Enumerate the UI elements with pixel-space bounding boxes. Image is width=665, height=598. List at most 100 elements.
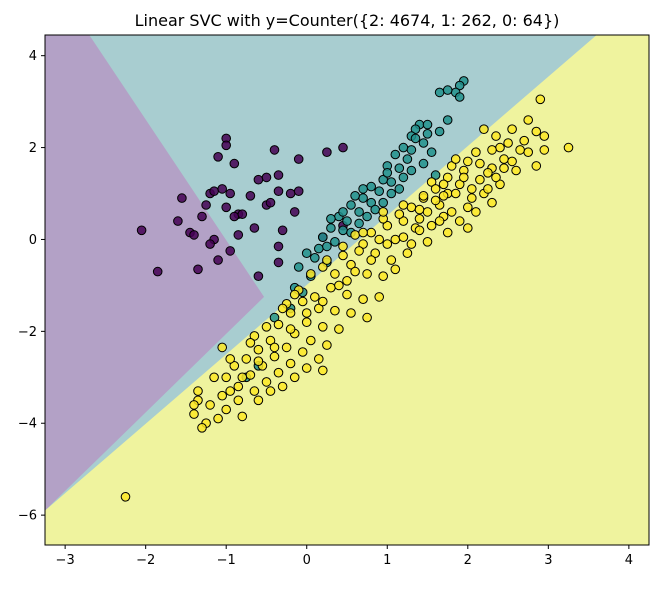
scatter-point: [350, 191, 360, 201]
scatter-point: [177, 193, 187, 203]
scatter-point: [487, 145, 497, 155]
scatter-point: [120, 492, 131, 502]
y-tick-label: 2: [29, 141, 37, 156]
scatter-point: [225, 246, 235, 256]
scatter-point: [173, 216, 183, 226]
scatter-point: [249, 223, 260, 233]
scatter-point: [394, 163, 405, 173]
scatter-point: [189, 409, 199, 419]
scatter-point: [358, 184, 368, 194]
scatter-point: [237, 209, 248, 219]
scatter-point: [394, 184, 405, 194]
y-tick-label: 4: [29, 49, 37, 64]
x-tick-label: 3: [544, 553, 552, 568]
scatter-point: [273, 170, 284, 180]
scatter-point: [205, 239, 215, 249]
scatter-point: [253, 271, 264, 282]
scatter-point: [450, 188, 461, 199]
scatter-point: [322, 255, 332, 265]
scatter-point: [225, 386, 235, 396]
scatter-point: [209, 186, 219, 196]
scatter-point: [398, 200, 409, 210]
scatter-point: [394, 209, 405, 219]
scatter-point: [422, 119, 433, 130]
scatter-point: [374, 292, 385, 302]
scatter-point: [273, 186, 284, 196]
scatter-point: [382, 168, 393, 178]
scatter-point: [350, 230, 360, 240]
scatter-point: [507, 124, 517, 134]
scatter-point: [318, 365, 328, 376]
scatter-point: [483, 168, 493, 178]
scatter-point: [342, 276, 352, 286]
scatter-point: [459, 172, 469, 183]
scatter-point: [382, 220, 393, 231]
scatter-point: [297, 347, 308, 357]
scatter-point: [310, 252, 320, 263]
scatter-point: [406, 202, 417, 213]
scatter-point: [241, 354, 252, 364]
scatter-point: [189, 400, 199, 410]
scatter-point: [454, 179, 465, 190]
scatter-point: [253, 174, 264, 185]
scatter-point: [318, 232, 328, 242]
scatter-point: [346, 200, 356, 210]
scatter-point: [499, 163, 509, 173]
scatter-point: [289, 372, 300, 383]
scatter-point: [338, 207, 348, 217]
scatter-point: [414, 214, 425, 224]
scatter-point: [330, 305, 340, 316]
scatter-point: [531, 161, 542, 171]
scatter-point: [438, 191, 449, 201]
scatter-point: [535, 94, 546, 105]
scatter-point: [442, 85, 453, 95]
scatter-point: [322, 340, 332, 350]
scatter-point: [366, 227, 377, 238]
scatter-point: [378, 197, 389, 208]
scatter-point: [531, 126, 542, 137]
scatter-point: [318, 322, 328, 332]
scatter-point: [338, 250, 348, 261]
scatter-point: [310, 292, 320, 302]
scatter-point: [273, 257, 284, 268]
scatter-point: [418, 191, 429, 201]
scatter-point: [338, 142, 348, 153]
scatter-point: [410, 124, 421, 134]
scatter-point: [467, 193, 477, 203]
x-tick-label: −3: [56, 553, 75, 568]
scatter-point: [426, 220, 437, 231]
scatter-point: [253, 395, 264, 406]
scatter-point: [281, 342, 292, 353]
scatter-point: [402, 248, 413, 258]
scatter-point: [330, 269, 340, 279]
scatter-point: [193, 386, 203, 396]
scatter-point: [269, 351, 280, 362]
scatter-point: [406, 165, 417, 176]
scatter-point: [523, 115, 534, 125]
scatter-point: [314, 243, 324, 254]
scatter-point: [398, 142, 409, 153]
chart-title: Linear SVC with y=Counter({2: 4674, 1: 2…: [135, 11, 560, 30]
scatter-point: [225, 188, 235, 199]
scatter-point: [265, 197, 276, 208]
scatter-point: [229, 158, 240, 169]
scatter-point: [463, 202, 473, 213]
scatter-point: [491, 131, 501, 141]
scatter-point: [471, 207, 481, 217]
x-tick-label: 2: [464, 553, 472, 568]
scatter-points: [120, 76, 574, 502]
scatter-point: [306, 269, 316, 279]
scatter-point: [350, 266, 360, 277]
scatter-point: [301, 248, 312, 258]
scatter-point: [362, 312, 372, 323]
x-tick-label: 1: [383, 553, 391, 568]
scatter-point: [454, 92, 465, 102]
scatter-point: [539, 131, 550, 141]
scatter-point: [245, 338, 256, 348]
scatter-point: [221, 202, 231, 213]
y-tick-label: −2: [18, 325, 37, 340]
scatter-point: [253, 344, 264, 355]
scatter-point: [354, 207, 364, 217]
scatter-point: [378, 207, 389, 217]
scatter-point: [213, 255, 223, 265]
